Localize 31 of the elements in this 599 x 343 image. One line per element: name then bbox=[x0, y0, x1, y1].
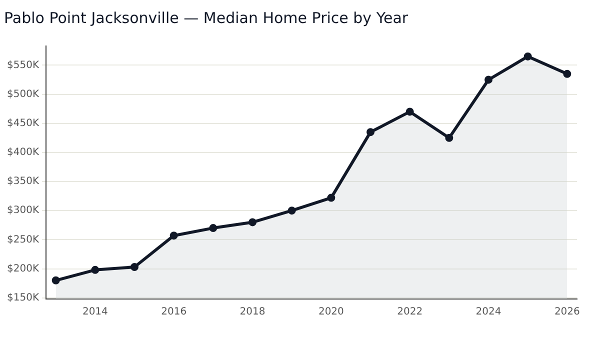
point bbox=[130, 263, 139, 272]
point bbox=[209, 224, 218, 232]
point bbox=[406, 108, 414, 116]
y-tick-label: $250K bbox=[6, 234, 40, 246]
point bbox=[484, 76, 492, 84]
x-tick-label: 2026 bbox=[554, 306, 580, 318]
point bbox=[170, 232, 178, 240]
point bbox=[445, 134, 454, 142]
y-tick-label: $200K bbox=[6, 263, 40, 274]
x-tick-label: 2024 bbox=[476, 306, 502, 318]
x-tick-label: 2020 bbox=[318, 306, 344, 318]
x-tick-label: 2022 bbox=[397, 306, 423, 318]
y-tick-label: $450K bbox=[6, 118, 40, 129]
point bbox=[288, 206, 296, 215]
y-tick-label: $400K bbox=[6, 147, 40, 158]
point bbox=[327, 194, 336, 202]
y-tick-label: $500K bbox=[6, 88, 40, 100]
point bbox=[366, 128, 375, 136]
point bbox=[524, 52, 532, 60]
point bbox=[91, 266, 100, 274]
y-tick-label: $550K bbox=[6, 60, 40, 71]
x-tick-label: 2014 bbox=[82, 306, 108, 318]
x-tick-label: 2016 bbox=[161, 306, 187, 318]
point bbox=[563, 70, 572, 78]
x-tick-label: 2018 bbox=[240, 306, 266, 318]
y-tick-label: $350K bbox=[6, 176, 40, 188]
point bbox=[248, 218, 257, 226]
y-tick-label: $150K bbox=[6, 292, 40, 304]
point bbox=[52, 276, 60, 284]
chart-title: Pablo Point Jacksonville — Median Home Price by Year bbox=[4, 8, 409, 27]
y-tick-label: $300K bbox=[6, 205, 40, 216]
